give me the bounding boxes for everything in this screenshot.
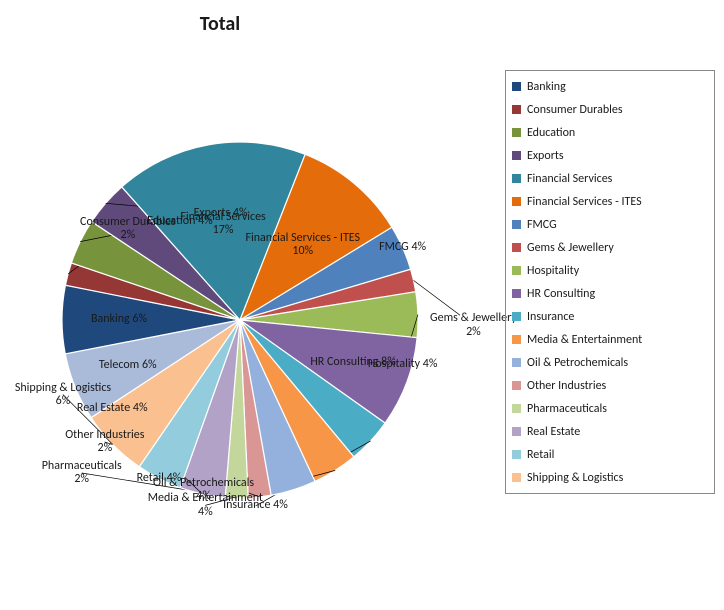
legend-swatch	[512, 450, 521, 459]
legend-item-other-industries: Other Industries	[512, 374, 706, 397]
slice-label-banking: Banking 6%	[91, 313, 147, 326]
legend-swatch	[512, 289, 521, 298]
legend-item-fmcg: FMCG	[512, 213, 706, 236]
legend-swatch	[512, 151, 521, 160]
legend-swatch	[512, 105, 521, 114]
legend-item-retail: Retail	[512, 443, 706, 466]
legend-label: Gems & Jewellery	[527, 241, 614, 255]
legend-label: Financial Services - ITES	[527, 195, 642, 209]
legend-label: Media & Entertainment	[527, 333, 642, 347]
legend-swatch	[512, 358, 521, 367]
legend-label: Other Industries	[527, 379, 606, 393]
legend-item-oil-petrochemicals: Oil & Petrochemicals	[512, 351, 706, 374]
legend-item-real-estate: Real Estate	[512, 420, 706, 443]
slice-label-fmcg: FMCG 4%	[379, 241, 426, 254]
legend-item-exports: Exports	[512, 144, 706, 167]
legend-label: Insurance	[527, 310, 574, 324]
legend-item-shipping-logistics: Shipping & Logistics	[512, 466, 706, 489]
legend-swatch	[512, 220, 521, 229]
legend-label: Financial Services	[527, 172, 612, 186]
legend-swatch	[512, 174, 521, 183]
legend-label: Shipping & Logistics	[527, 471, 623, 485]
legend-swatch	[512, 243, 521, 252]
legend-item-media-entertainment: Media & Entertainment	[512, 328, 706, 351]
legend: Banking Consumer Durables Education Exports…	[505, 70, 715, 494]
slice-label-shipping-logistics: Shipping & Logistics6%	[15, 382, 111, 408]
slice-label-financial-services-ites: Financial Services - ITES10%	[245, 232, 360, 258]
legend-item-hr-consulting: HR Consulting	[512, 282, 706, 305]
legend-item-banking: Banking	[512, 75, 706, 98]
legend-label: HR Consulting	[527, 287, 595, 301]
legend-label: Real Estate	[527, 425, 580, 439]
legend-item-consumer-durables: Consumer Durables	[512, 98, 706, 121]
legend-swatch	[512, 404, 521, 413]
legend-label: Pharmaceuticals	[527, 402, 607, 416]
legend-item-pharmaceuticals: Pharmaceuticals	[512, 397, 706, 420]
slice-label-telecom: Telecom 6%	[99, 359, 157, 372]
legend-swatch	[512, 197, 521, 206]
legend-label: Oil & Petrochemicals	[527, 356, 628, 370]
legend-item-insurance: Insurance	[512, 305, 706, 328]
legend-label: Hospitality	[527, 264, 579, 278]
legend-item-gems-jewellery: Gems & Jewellery	[512, 236, 706, 259]
legend-label: FMCG	[527, 218, 557, 232]
legend-swatch	[512, 381, 521, 390]
legend-label: Education	[527, 126, 575, 140]
legend-swatch	[512, 128, 521, 137]
legend-item-financial-services: Financial Services	[512, 167, 706, 190]
legend-label: Retail	[527, 448, 554, 462]
slice-label-hr-consulting: HR Consulting 8%	[310, 356, 396, 369]
legend-swatch	[512, 312, 521, 321]
legend-swatch	[512, 335, 521, 344]
legend-label: Banking	[527, 80, 566, 94]
legend-swatch	[512, 266, 521, 275]
legend-item-education: Education	[512, 121, 706, 144]
legend-label: Consumer Durables	[527, 103, 623, 117]
legend-swatch	[512, 82, 521, 91]
slice-label-pharmaceuticals: Pharmaceuticals2%	[42, 460, 122, 486]
slice-label-gems-jewellery: Gems & Jewellery2%	[430, 312, 517, 338]
legend-label: Exports	[527, 149, 564, 163]
legend-swatch	[512, 427, 521, 436]
legend-swatch	[512, 473, 521, 482]
legend-item-hospitality: Hospitality	[512, 259, 706, 282]
slice-label-other-industries: Other Industries2%	[65, 429, 144, 455]
legend-item-financial-services-ites: Financial Services - ITES	[512, 190, 706, 213]
slice-labels: Banking 6%Consumer Durables2%Education 4…	[0, 0, 460, 610]
slice-label-retail: Retail 4%	[137, 472, 182, 485]
